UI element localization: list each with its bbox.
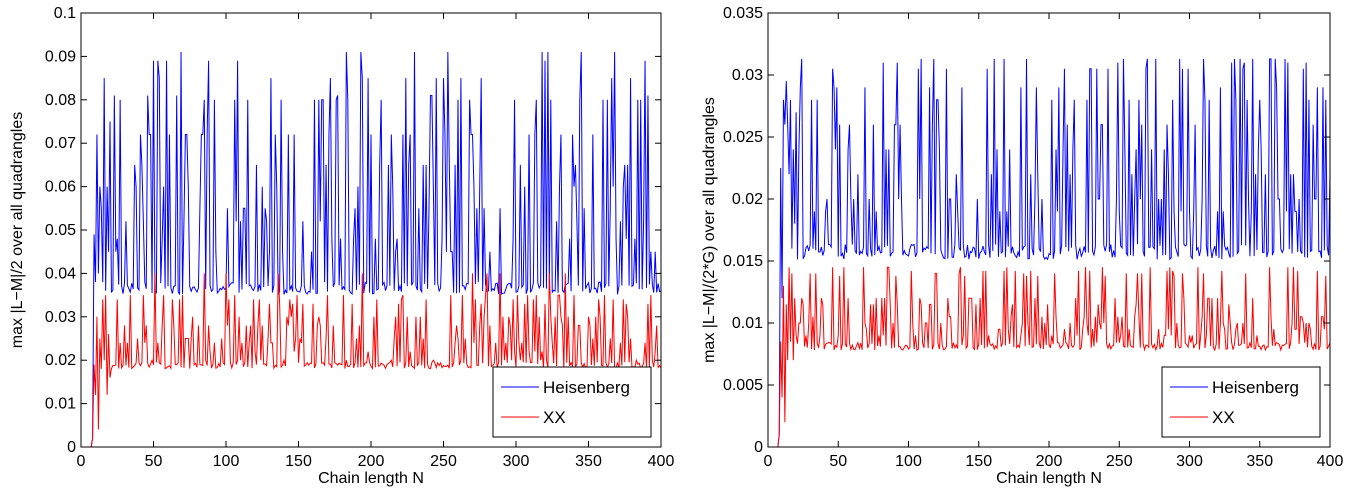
y-axis-label: max |L−M|/2 over all quadrangles: [9, 112, 26, 348]
legend-box: [1161, 366, 1321, 438]
x-tick-label: 100: [895, 453, 922, 470]
y-tick-label: 0.025: [723, 129, 763, 146]
x-tick-label: 150: [965, 453, 992, 470]
chart-panel-1: 0 50 100 150 200 250 300 350 400 0 0.01 0.02 0.03 0.0…: [9, 5, 674, 487]
x-tick-label: 250: [430, 453, 457, 470]
legend: Heisenberg XX: [492, 366, 652, 438]
x-tick-label: 0: [77, 453, 86, 470]
series-line-heisenberg: [769, 58, 1330, 447]
y-tick-label: 0.08: [45, 92, 76, 109]
y-tick-label: 0.035: [723, 5, 763, 22]
y-tick-label: 0: [754, 439, 763, 456]
x-tick-label: 50: [829, 453, 847, 470]
legend-box: [492, 366, 652, 438]
x-tick-label: 50: [145, 453, 163, 470]
legend: Heisenberg XX: [1161, 366, 1321, 438]
y-tick-label: 0.04: [45, 265, 76, 282]
y-tick-label: 0.09: [45, 48, 76, 65]
x-axis-label: Chain length N: [996, 470, 1102, 487]
legend-label-xx: XX: [1212, 408, 1235, 427]
legend-label-xx: XX: [543, 408, 566, 427]
series-line-xx: [769, 266, 1330, 447]
x-tick-label: 350: [1246, 453, 1273, 470]
y-tick-label: 0.1: [54, 5, 76, 22]
y-tick-label: 0.03: [45, 309, 76, 326]
y-axis-label: max |L−M|/(2*G) over all quadrangles: [701, 97, 718, 363]
y-tick-label: 0.02: [45, 352, 76, 369]
y-tick-label: 0.07: [45, 135, 76, 152]
x-tick-label: 150: [285, 453, 312, 470]
y-tick-label: 0.015: [723, 253, 763, 270]
y-tick-label: 0.03: [732, 67, 763, 84]
y-tick-label: 0.01: [732, 315, 763, 332]
x-tick-label: 350: [575, 453, 602, 470]
y-tick-label: 0.005: [723, 377, 763, 394]
chart-panel-2: 0 50 100 150 200 250 300 350 400 0 0.005 0.01 0.015 0…: [701, 5, 1343, 487]
series-line-xx: [82, 273, 661, 447]
y-tick-label: 0.06: [45, 179, 76, 196]
y-tick-label: 0: [67, 439, 76, 456]
y-tick-label: 0.02: [732, 191, 763, 208]
y-tick-label: 0.01: [45, 396, 76, 413]
x-tick-label: 200: [1036, 453, 1063, 470]
x-axis-label: Chain length N: [318, 470, 424, 487]
x-tick-label: 300: [503, 453, 530, 470]
x-tick-label: 200: [358, 453, 385, 470]
x-tick-label: 250: [1106, 453, 1133, 470]
x-tick-label: 0: [764, 453, 773, 470]
x-tick-label: 400: [648, 453, 675, 470]
legend-label-heisenberg: Heisenberg: [543, 378, 630, 397]
x-tick-label: 300: [1176, 453, 1203, 470]
legend-label-heisenberg: Heisenberg: [1212, 378, 1299, 397]
x-tick-label: 100: [213, 453, 240, 470]
x-tick-label: 400: [1317, 453, 1344, 470]
y-tick-label: 0.05: [45, 222, 76, 239]
